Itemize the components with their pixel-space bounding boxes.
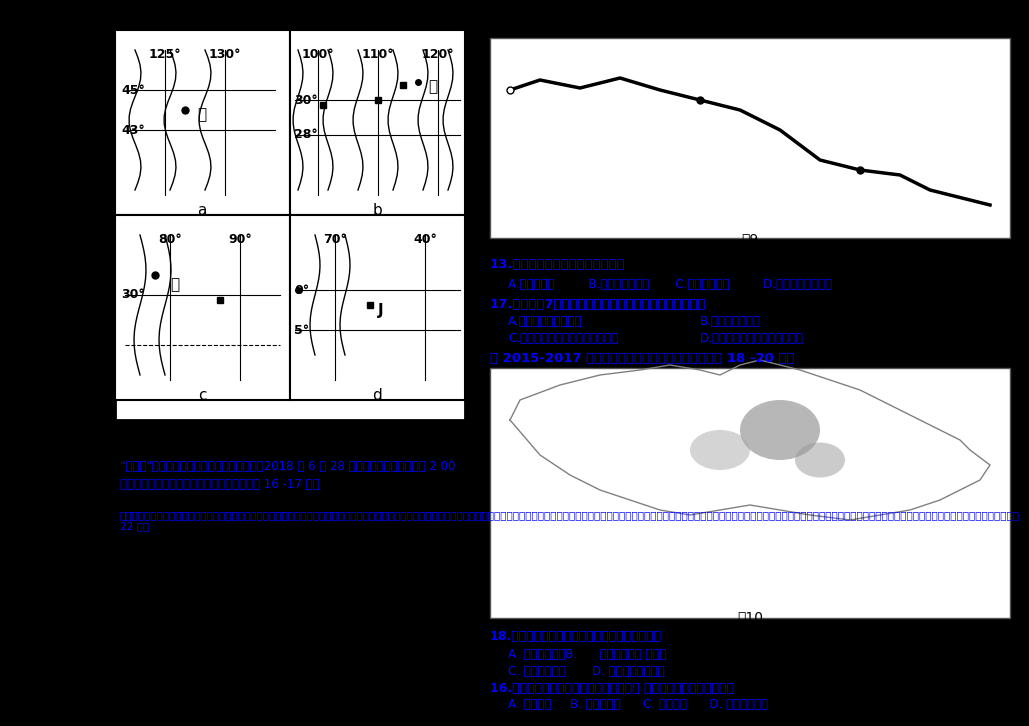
- Bar: [290, 215, 465, 400]
- Text: 70°: 70°: [323, 233, 347, 246]
- Text: 丙: 丙: [170, 277, 179, 293]
- Bar: [115, 30, 290, 215]
- Text: a: a: [198, 203, 207, 218]
- Bar: [115, 30, 465, 420]
- Ellipse shape: [795, 443, 845, 478]
- Text: 18.我国各省区人口出生率变化分析中主要因素是: 18.我国各省区人口出生率变化分析中主要因素是: [490, 630, 662, 643]
- Text: 125°: 125°: [148, 48, 181, 61]
- Text: 乙: 乙: [428, 80, 437, 94]
- Text: 图10: 图10: [737, 610, 762, 624]
- Text: 100°: 100°: [301, 48, 334, 61]
- Text: 120°: 120°: [422, 48, 455, 61]
- Text: c: c: [198, 388, 206, 403]
- Text: 45°: 45°: [121, 83, 145, 97]
- Text: 130°: 130°: [209, 48, 241, 61]
- Text: 甲: 甲: [197, 107, 206, 123]
- Text: 17.若该路线7月有一趟全程旅游班列，则旅客有可能见到: 17.若该路线7月有一趟全程旅游班列，则旅客有可能见到: [490, 298, 707, 311]
- Bar: [490, 368, 1010, 618]
- Text: 5°: 5°: [294, 324, 310, 336]
- Text: d: d: [372, 388, 382, 403]
- Bar: [115, 215, 290, 400]
- Text: 80°: 80°: [158, 233, 182, 246]
- Text: 16.受各省区人口出生率变化，今后几年前 普普里城地带出生率不低是: 16.受各省区人口出生率变化，今后几年前 普普里城地带出生率不低是: [490, 682, 734, 695]
- Text: C. 生育政策实施       D. 经济效水平下不宜: C. 生育政策实施 D. 经济效水平下不宜: [508, 665, 665, 678]
- Text: 43°: 43°: [121, 123, 145, 136]
- Text: A. 小学教行     B. 妇幼医计算      C. 小学义务      D. 关数育场人员: A. 小学教行 B. 妇幼医计算 C. 小学义务 D. 关数育场人员: [508, 698, 768, 711]
- Text: C.哈萨克斯坦人昼夜劳作播撒羊毛: C.哈萨克斯坦人昼夜劳作播撒羊毛: [508, 332, 618, 345]
- Ellipse shape: [740, 400, 820, 460]
- Text: 读 2015-2017 年我国各省区人口出生率变化图，完成 18 -20 题。: 读 2015-2017 年我国各省区人口出生率变化图，完成 18 -20 题。: [490, 352, 794, 365]
- Ellipse shape: [690, 430, 750, 470]
- Text: 0°: 0°: [294, 283, 310, 296]
- Text: B.西安西北风盛行: B.西安西北风盛行: [700, 315, 760, 328]
- Text: 全城市化是城镇一体化划目观点，城镇资源和多种超大众城市，过度升格等等学力初后城乡地方节普普里区域规划化垃圾，全集本市化农大一体化地物高级普通、采矿（市小城镇）发: 全城市化是城镇一体化划目观点，城镇资源和多种超大众城市，过度升格等等学力初后城乡…: [120, 510, 1020, 531]
- Bar: [290, 30, 465, 215]
- Bar: [490, 38, 1010, 238]
- Text: D.杜伊斯堡常绿阔叶林郁郁葱密: D.杜伊斯堡常绿阔叶林郁郁葱密: [700, 332, 804, 345]
- Text: 90°: 90°: [228, 233, 252, 246]
- Text: 40°: 40°: [413, 233, 437, 246]
- Text: J: J: [378, 303, 384, 317]
- Text: 13.地带性自然带可能相同的两地是: 13.地带性自然带可能相同的两地是: [490, 258, 626, 271]
- Text: A. 提升下生育率B.      各省区人口逐 渐减少: A. 提升下生育率B. 各省区人口逐 渐减少: [508, 648, 667, 661]
- Text: 28°: 28°: [294, 129, 318, 142]
- Text: 110°: 110°: [361, 48, 394, 61]
- Text: "横新欧"是指重庆至欧洲的国际铁路大通道，2018 年 6 月 28 日，被新欧班列开行突破 2 00: "横新欧"是指重庆至欧洲的国际铁路大通道，2018 年 6 月 28 日，被新欧…: [120, 460, 456, 473]
- Text: 30°: 30°: [294, 94, 318, 107]
- Text: 30°: 30°: [121, 288, 145, 301]
- Text: A.重庆和波兰         B.西安和乌鲁木齐       C.西安和比利时         D.哈萨克斯坦和雄田: A.重庆和波兰 B.西安和乌鲁木齐 C.西安和比利时 D.哈萨克斯坦和雄田: [508, 278, 832, 291]
- Text: A.兰州农民在收割小麦: A.兰州农民在收割小麦: [508, 315, 582, 328]
- Text: b: b: [372, 203, 382, 218]
- Text: 成为中国首个突破千列的中欧班列。读图完成 16 -17 题。: 成为中国首个突破千列的中欧班列。读图完成 16 -17 题。: [120, 478, 320, 491]
- Text: 图9: 图9: [741, 232, 758, 246]
